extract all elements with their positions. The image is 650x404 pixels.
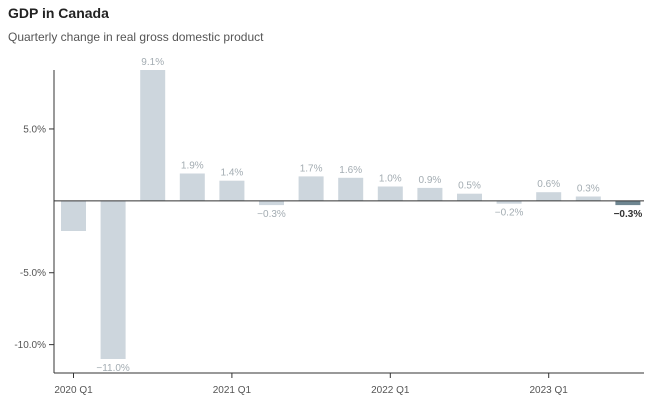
data-label-2022-q1: 1.0%	[379, 174, 402, 185]
bar-2023-q2	[575, 196, 601, 201]
data-label-2021-q4: 1.6%	[339, 165, 362, 176]
bar-2020-q1	[61, 200, 86, 231]
data-label-2020-q4: 1.9%	[181, 161, 204, 172]
bar-2020-q2	[100, 200, 126, 359]
data-label-2020-q3: 9.1%	[141, 57, 164, 68]
y-tick-label: 5.0%	[23, 125, 46, 136]
bar-2020-q4	[179, 173, 205, 201]
data-label-2021-q2: −0.3%	[257, 209, 286, 220]
bars-layer	[61, 70, 641, 359]
bar-2022-q3	[457, 193, 482, 201]
bar-2021-q1	[219, 180, 245, 201]
x-tick-label: 2021 Q1	[213, 385, 252, 396]
y-axis: 5.0% -5.0% -10.0%	[14, 125, 54, 351]
data-label-2023-q2: 0.3%	[577, 184, 600, 195]
x-tick-label: 2023 Q1	[530, 385, 569, 396]
x-axis: 2020 Q1 2021 Q1 2022 Q1 2023 Q1	[54, 373, 568, 396]
bar-2021-q3	[298, 176, 324, 201]
data-label-2022-q4: −0.2%	[495, 208, 524, 219]
bar-2021-q4	[338, 177, 364, 201]
bar-2022-q4	[496, 200, 522, 204]
chart-title: GDP in Canada	[8, 5, 109, 21]
data-labels-layer: −11.0% 9.1% 1.9% 1.4% −0.3% 1.7% 1.6% 1.0% 0.9% 0…	[96, 57, 642, 374]
y-tick-label: -10.0%	[14, 340, 46, 351]
x-tick-label: 2022 Q1	[371, 385, 410, 396]
data-label-2021-q3: 1.7%	[300, 163, 323, 174]
x-tick-label: 2020 Q1	[54, 385, 93, 396]
bar-2022-q1	[377, 186, 403, 201]
data-label-2023-q1: 0.6%	[537, 179, 560, 190]
data-label-2023-q3: −0.3%	[614, 209, 643, 220]
data-label-2020-q2: −11.0%	[96, 363, 130, 374]
bar-2023-q3	[615, 200, 641, 206]
data-label-2022-q2: 0.9%	[419, 175, 442, 186]
bar-2020-q3	[140, 70, 166, 201]
bar-2022-q2	[417, 187, 443, 201]
y-tick-label: -5.0%	[20, 268, 46, 279]
data-label-2022-q3: 0.5%	[458, 181, 481, 192]
data-label-2021-q1: 1.4%	[221, 168, 244, 179]
bar-2021-q2	[259, 200, 284, 206]
chart-subtitle: Quarterly change in real gross domestic …	[8, 30, 264, 44]
bar-2023-q1	[536, 192, 562, 201]
